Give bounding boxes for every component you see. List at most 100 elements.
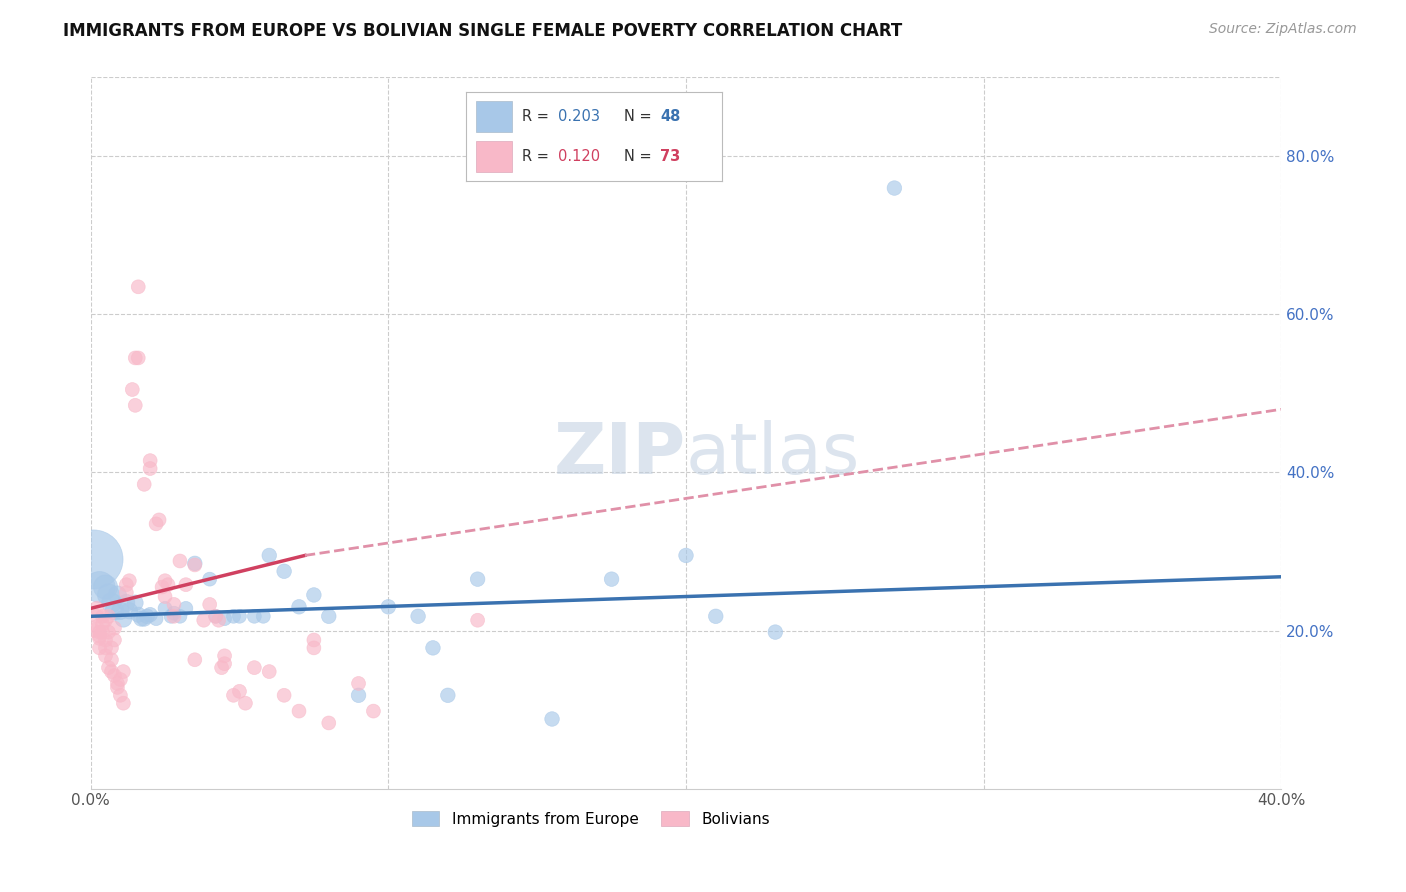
Point (198, 572, 221, 586)
Point (100, 665, 122, 679)
Point (136, 609, 159, 624)
Point (704, 609, 727, 624)
Point (121, 383, 143, 397)
Point (124, 351, 146, 365)
Point (100, 596, 122, 610)
Point (163, 606, 186, 620)
Point (163, 609, 186, 624)
Text: IMMIGRANTS FROM EUROPE VS BOLIVIAN SINGLE FEMALE POVERTY CORRELATION CHART: IMMIGRANTS FROM EUROPE VS BOLIVIAN SINGL… (63, 22, 903, 40)
Point (91, 625, 114, 640)
Point (184, 653, 207, 667)
Text: Source: ZipAtlas.com: Source: ZipAtlas.com (1209, 22, 1357, 37)
Legend: Immigrants from Europe, Bolivians: Immigrants from Europe, Bolivians (404, 803, 778, 834)
Point (467, 613, 489, 627)
Point (83, 624, 105, 638)
Point (110, 688, 132, 702)
Point (89, 629, 111, 643)
Point (235, 696, 257, 710)
Point (124, 398, 146, 412)
Point (86, 619, 108, 633)
Point (377, 599, 399, 614)
Point (103, 604, 125, 618)
Point (302, 588, 325, 602)
Point (169, 609, 191, 624)
Point (94, 648, 117, 663)
Point (118, 574, 141, 588)
Point (103, 668, 125, 682)
Point (115, 596, 138, 610)
Point (100, 653, 122, 667)
Point (89, 580, 111, 594)
Point (257, 549, 280, 563)
Point (193, 613, 215, 627)
Point (204, 609, 226, 624)
Point (153, 574, 176, 588)
Point (163, 598, 186, 612)
Point (214, 612, 236, 626)
Point (97, 609, 120, 624)
Point (97, 625, 120, 640)
Point (763, 625, 786, 640)
Point (127, 280, 149, 294)
Point (94, 640, 117, 655)
Point (228, 684, 250, 698)
Point (214, 657, 236, 671)
Point (156, 577, 179, 591)
Point (91, 617, 114, 632)
Text: ZIP: ZIP (554, 420, 686, 489)
Point (252, 609, 274, 624)
Point (115, 585, 138, 599)
Point (184, 557, 207, 571)
Point (437, 688, 460, 702)
Point (273, 688, 295, 702)
Point (600, 572, 623, 586)
Point (363, 704, 385, 718)
Point (228, 609, 250, 624)
Point (222, 688, 245, 702)
Point (107, 681, 129, 695)
Point (347, 676, 370, 690)
Point (86, 601, 108, 615)
Point (94, 632, 117, 647)
Point (198, 598, 221, 612)
Point (153, 601, 176, 615)
Point (153, 590, 176, 604)
Point (675, 549, 697, 563)
Point (148, 513, 170, 527)
Point (302, 632, 325, 647)
Point (94, 580, 117, 594)
Point (150, 580, 173, 594)
Point (110, 673, 132, 687)
Point (243, 660, 266, 674)
Point (139, 607, 162, 622)
Point (103, 621, 125, 635)
Point (288, 599, 311, 614)
Point (97, 588, 120, 602)
Point (83, 552, 105, 566)
Point (91, 609, 114, 624)
Point (112, 696, 135, 710)
Point (89, 632, 111, 646)
Point (214, 648, 236, 663)
Point (107, 588, 129, 602)
Point (145, 516, 167, 531)
Point (94, 613, 117, 627)
Point (207, 613, 229, 627)
Point (110, 604, 132, 618)
Point (541, 712, 564, 726)
Point (243, 609, 266, 624)
Point (139, 453, 162, 467)
Point (222, 609, 245, 624)
Point (883, 181, 905, 195)
Point (86, 609, 108, 624)
Point (169, 554, 191, 568)
Point (127, 607, 149, 622)
Point (406, 609, 429, 624)
Point (107, 676, 129, 690)
Point (257, 665, 280, 679)
Point (174, 577, 197, 591)
Point (115, 577, 138, 591)
Point (467, 572, 489, 586)
Point (112, 665, 135, 679)
Point (100, 640, 122, 655)
